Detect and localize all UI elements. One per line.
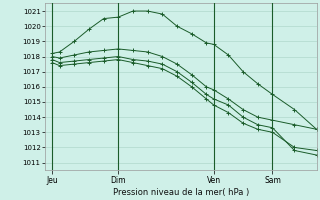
X-axis label: Pression niveau de la mer( hPa ): Pression niveau de la mer( hPa ) [113,188,249,197]
